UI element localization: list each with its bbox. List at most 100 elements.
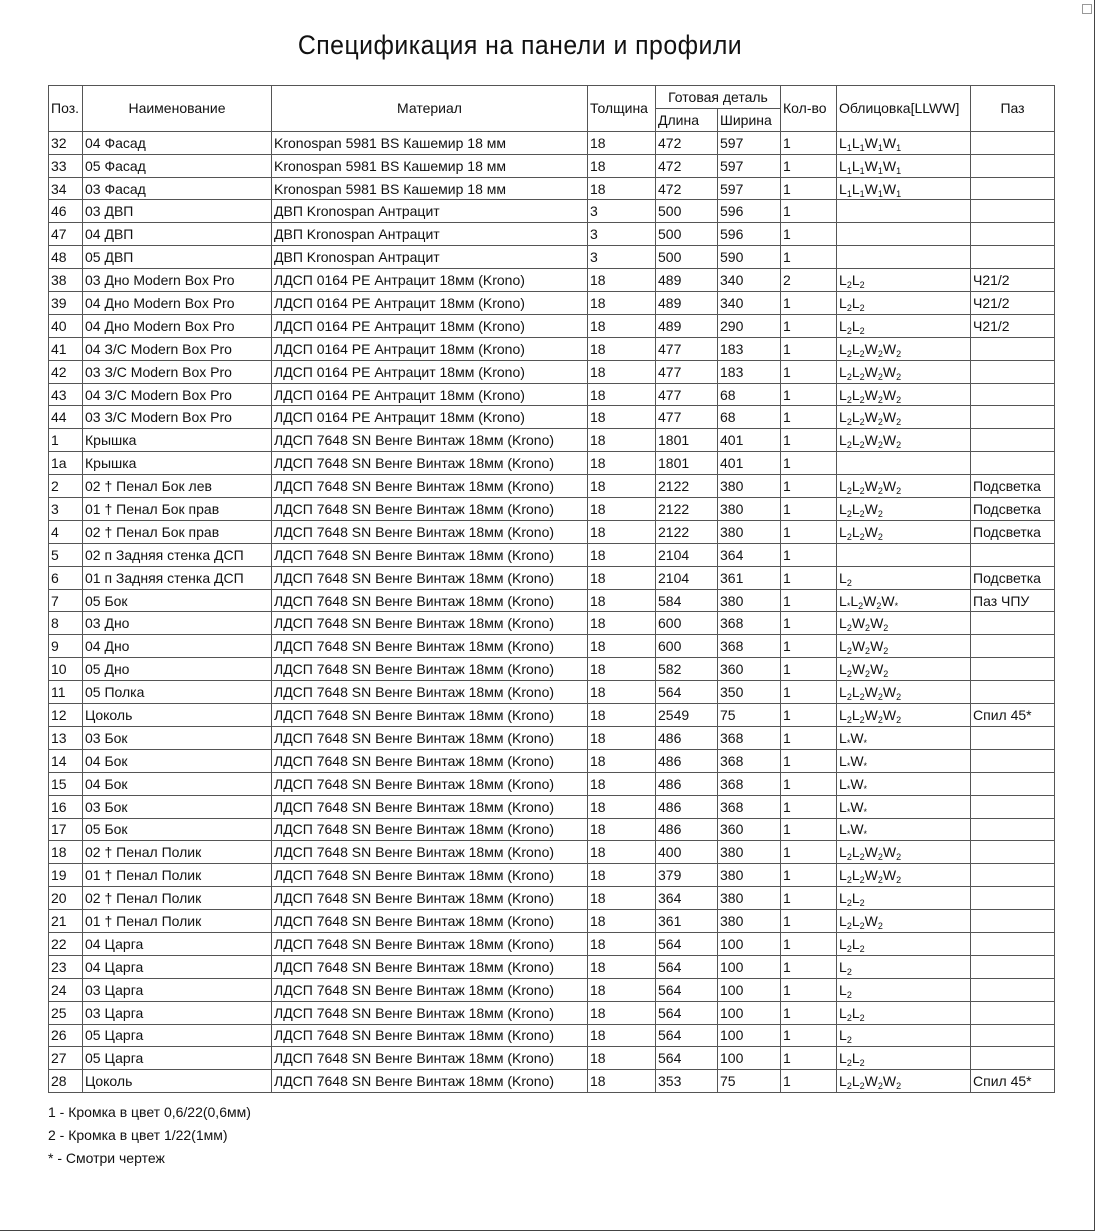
cell-name: 05 Фасад xyxy=(82,153,272,178)
cell-name: 03 Дно xyxy=(82,611,272,636)
corner-mark xyxy=(1082,4,1092,14)
cell-thickness: 18 xyxy=(587,176,656,201)
cell-material: ЛДСП 7648 SN Венге Винтаж 18мм (Krono) xyxy=(271,817,588,842)
cell-qty: 1 xyxy=(780,931,838,956)
cell-groove xyxy=(970,1046,1056,1071)
cell-material: ЛДСП 0164 PE Антрацит 18мм (Krono) xyxy=(271,405,588,430)
cell-width: 380 xyxy=(716,863,782,888)
cell-thickness: 18 xyxy=(587,931,656,956)
cell-qty: 1 xyxy=(780,474,838,499)
cell-name: 04 З/С Modern Box Pro xyxy=(82,336,272,361)
cell-qty: 1 xyxy=(780,1069,838,1094)
cell-thickness: 3 xyxy=(587,245,656,270)
cell-material: ЛДСП 7648 SN Венге Винтаж 18мм (Krono) xyxy=(271,428,588,453)
cell-groove: Ч21/2 xyxy=(970,291,1056,315)
cell-qty: 1 xyxy=(780,634,838,659)
cell-length: 477 xyxy=(655,359,718,384)
cell-width: 183 xyxy=(716,336,782,361)
cell-thickness: 18 xyxy=(587,153,656,178)
cell-material: ЛДСП 7648 SN Венге Винтаж 18мм (Krono) xyxy=(271,840,588,865)
cell-length: 486 xyxy=(655,794,718,819)
cell-groove: Подсветка xyxy=(970,474,1056,499)
table-row: 32 04 Фасад Kronospan 5981 BS Кашемир 18 м… xyxy=(48,130,1056,155)
cell-lining xyxy=(836,199,972,224)
cell-length: 582 xyxy=(655,657,718,682)
cell-thickness: 18 xyxy=(587,657,656,682)
cell-pos: 19 xyxy=(48,863,83,888)
cell-qty: 1 xyxy=(780,794,838,819)
header-groove: Паз xyxy=(970,85,1056,132)
cell-name: 05 Дно xyxy=(82,657,272,682)
page-title: Спецификация на панели и профили xyxy=(297,30,743,60)
cell-qty: 1 xyxy=(780,313,838,338)
cell-pos: 47 xyxy=(48,222,83,247)
cell-length: 2122 xyxy=(655,519,718,544)
table-row: 4 02 † Пенал Бок прав ЛДСП 7648 SN Венге В… xyxy=(48,519,1056,544)
cell-width: 360 xyxy=(716,657,782,682)
cell-thickness: 18 xyxy=(587,748,656,773)
cell-width: 75 xyxy=(716,1069,782,1094)
cell-lining: L*L2W2W* xyxy=(836,588,972,613)
cell-lining: L2L2W2W2 xyxy=(836,703,972,727)
cell-qty: 1 xyxy=(780,130,838,155)
cell-width: 68 xyxy=(716,382,782,407)
table-row: 28 Цоколь ЛДСП 7648 SN Венге Винтаж 18мм (… xyxy=(48,1069,1056,1094)
header-qty: Кол-во xyxy=(780,85,838,132)
cell-groove xyxy=(970,817,1056,842)
cell-thickness: 18 xyxy=(587,268,656,293)
cell-groove xyxy=(970,405,1056,430)
cell-lining: L2W2W2 xyxy=(836,657,972,682)
cell-name: 04 Бок xyxy=(82,748,272,773)
cell-width: 401 xyxy=(716,451,782,476)
cell-material: ЛДСП 7648 SN Венге Винтаж 18мм (Krono) xyxy=(271,519,588,544)
cell-material: ЛДСП 7648 SN Венге Винтаж 18мм (Krono) xyxy=(271,977,588,1002)
cell-pos: 11 xyxy=(48,680,83,705)
cell-pos: 2 xyxy=(48,474,83,499)
cell-lining: L*W* xyxy=(836,748,972,773)
table-row: 3 01 † Пенал Бок прав ЛДСП 7648 SN Венге В… xyxy=(48,497,1056,521)
cell-length: 477 xyxy=(655,382,718,407)
cell-material: ДВП Kronospan Антрацит xyxy=(271,245,588,270)
cell-thickness: 18 xyxy=(587,497,656,521)
cell-qty: 1 xyxy=(780,245,838,270)
cell-length: 486 xyxy=(655,817,718,842)
cell-lining: L2L2 xyxy=(836,1046,972,1071)
cell-length: 600 xyxy=(655,634,718,659)
table-row: 8 03 Дно ЛДСП 7648 SN Венге Винтаж 18мм (K… xyxy=(48,611,1056,636)
cell-groove xyxy=(970,748,1056,773)
table-row: 46 03 ДВП ДВП Kronospan Антрацит 3 500 596 1 xyxy=(48,199,1056,224)
cell-groove xyxy=(970,1023,1056,1048)
cell-thickness: 18 xyxy=(587,840,656,865)
cell-qty: 1 xyxy=(780,519,838,544)
cell-qty: 1 xyxy=(780,291,838,315)
cell-thickness: 18 xyxy=(587,909,656,933)
cell-thickness: 18 xyxy=(587,336,656,361)
cell-material: ЛДСП 7648 SN Венге Винтаж 18мм (Krono) xyxy=(271,703,588,727)
cell-thickness: 18 xyxy=(587,863,656,888)
spec-rows: 32 04 Фасад Kronospan 5981 BS Кашемир 18 м… xyxy=(48,130,1056,1094)
cell-lining: L2L2 xyxy=(836,1000,972,1025)
cell-width: 100 xyxy=(716,977,782,1002)
cell-name: 03 Фасад xyxy=(82,176,272,201)
cell-length: 364 xyxy=(655,886,718,911)
table-row: 43 04 З/С Modern Box Pro ЛДСП 0164 PE Антр… xyxy=(48,382,1056,407)
cell-qty: 1 xyxy=(780,176,838,201)
cell-material: Kronospan 5981 BS Кашемир 18 мм xyxy=(271,153,588,178)
cell-material: ЛДСП 7648 SN Венге Винтаж 18мм (Krono) xyxy=(271,954,588,979)
cell-groove: Ч21/2 xyxy=(970,313,1056,338)
cell-material: ЛДСП 0164 PE Антрацит 18мм (Krono) xyxy=(271,382,588,407)
cell-thickness: 18 xyxy=(587,1069,656,1094)
cell-qty: 2 xyxy=(780,268,838,293)
cell-pos: 7 xyxy=(48,588,83,613)
cell-qty: 1 xyxy=(780,405,838,430)
table-row: 33 05 Фасад Kronospan 5981 BS Кашемир 18 м… xyxy=(48,153,1056,178)
table-row: 41 04 З/С Modern Box Pro ЛДСП 0164 PE Антр… xyxy=(48,336,1056,361)
cell-material: ЛДСП 0164 PE Антрацит 18мм (Krono) xyxy=(271,291,588,315)
cell-length: 353 xyxy=(655,1069,718,1094)
cell-qty: 1 xyxy=(780,977,838,1002)
cell-width: 596 xyxy=(716,199,782,224)
cell-name: 04 ДВП xyxy=(82,222,272,247)
cell-groove xyxy=(970,931,1056,956)
cell-pos: 33 xyxy=(48,153,83,178)
cell-material: ЛДСП 7648 SN Венге Винтаж 18мм (Krono) xyxy=(271,611,588,636)
